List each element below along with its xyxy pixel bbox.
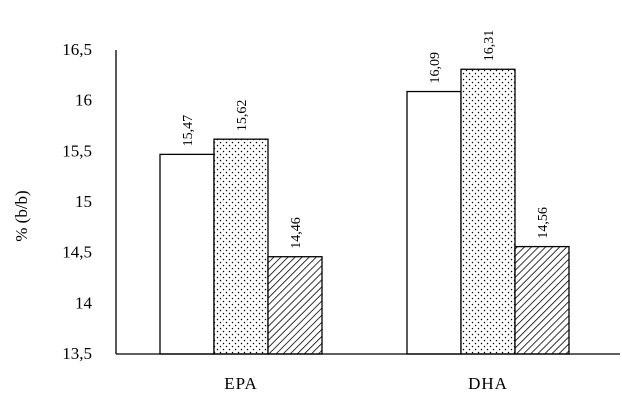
y-tick-label: 14 bbox=[75, 293, 93, 312]
data-label: 14,46 bbox=[289, 217, 304, 249]
x-category-label: DHA bbox=[468, 374, 508, 393]
y-axis-title: % (b/b) bbox=[12, 190, 31, 241]
bar-dha-series-2 bbox=[460, 68, 516, 355]
data-label: 16,31 bbox=[482, 30, 497, 62]
x-labels-layer: EPA DHA bbox=[224, 374, 508, 393]
data-label: 15,62 bbox=[235, 100, 250, 132]
bar-epa-series-1 bbox=[159, 153, 215, 355]
y-tick-label: 16,5 bbox=[62, 40, 92, 59]
bar-epa-series-2 bbox=[213, 138, 269, 355]
bar-dha-series-1 bbox=[406, 90, 462, 355]
bars-layer bbox=[159, 68, 570, 355]
y-tick-label: 15 bbox=[75, 192, 92, 211]
bar-epa-series-3 bbox=[267, 256, 323, 355]
y-tick-label: 14,5 bbox=[62, 243, 92, 262]
data-label: 15,47 bbox=[181, 115, 196, 147]
y-tick-label: 16 bbox=[75, 91, 92, 110]
data-label: 16,09 bbox=[428, 52, 443, 84]
x-category-label: EPA bbox=[224, 374, 258, 393]
y-ticks-layer: 13,5 14 14,5 15 15,5 16 16,5 bbox=[62, 40, 92, 363]
data-label: 14,56 bbox=[536, 207, 551, 239]
y-tick-label: 15,5 bbox=[62, 141, 92, 160]
data-labels-layer: 15,47 15,62 14,46 16,09 16,31 14,56 bbox=[181, 30, 551, 249]
bar-dha-series-3 bbox=[514, 245, 570, 355]
axes-layer bbox=[115, 50, 620, 355]
y-tick-label: 13,5 bbox=[62, 344, 92, 363]
